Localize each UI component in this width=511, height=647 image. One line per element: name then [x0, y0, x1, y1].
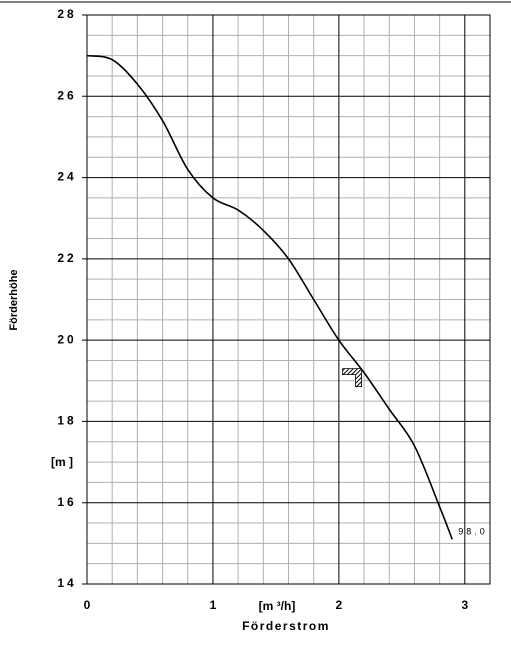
pump-curve — [86, 54, 453, 540]
y-tick-label: 16 — [57, 495, 76, 509]
y-tick-label: 20 — [57, 332, 76, 346]
y-axis-label: Förderhöhe — [8, 269, 20, 330]
x-tick-label: 2 — [336, 598, 346, 612]
x-tick-label: 1 — [210, 598, 220, 612]
x-unit: [m ³/h] — [259, 599, 296, 613]
y-tick-label: 18 — [57, 414, 76, 428]
y-unit: [m ] — [51, 455, 73, 469]
y-tick-label: 14 — [57, 576, 76, 590]
operating-point — [342, 368, 362, 387]
y-tick-label: 24 — [57, 170, 76, 184]
plot-frame — [86, 14, 491, 585]
y-tick-label: 28 — [57, 7, 76, 21]
y-tick-label: 26 — [57, 88, 76, 102]
x-axis-label: Förderstrom — [242, 619, 330, 633]
x-tick-label: 3 — [461, 598, 471, 612]
y-tick-label: 22 — [57, 251, 76, 265]
x-tick-label: 0 — [84, 598, 94, 612]
curve-label: 98.0 — [458, 527, 488, 537]
